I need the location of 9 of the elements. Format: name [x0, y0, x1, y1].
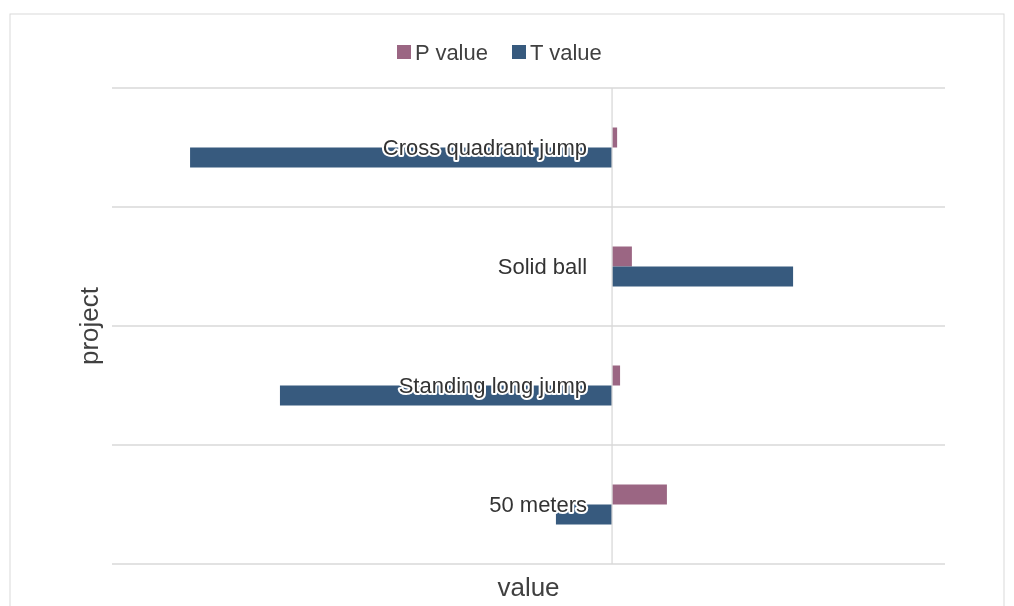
bar	[612, 266, 794, 287]
bar	[612, 484, 667, 505]
y-tick-label: Solid ball	[497, 254, 588, 279]
legend-label: T value	[530, 39, 602, 65]
x-axis-title: value	[497, 572, 560, 602]
bar	[612, 246, 632, 267]
y-tick-label: 50 meters	[489, 492, 588, 517]
legend-label: P value	[415, 39, 488, 65]
y-axis-title: project	[74, 286, 104, 366]
